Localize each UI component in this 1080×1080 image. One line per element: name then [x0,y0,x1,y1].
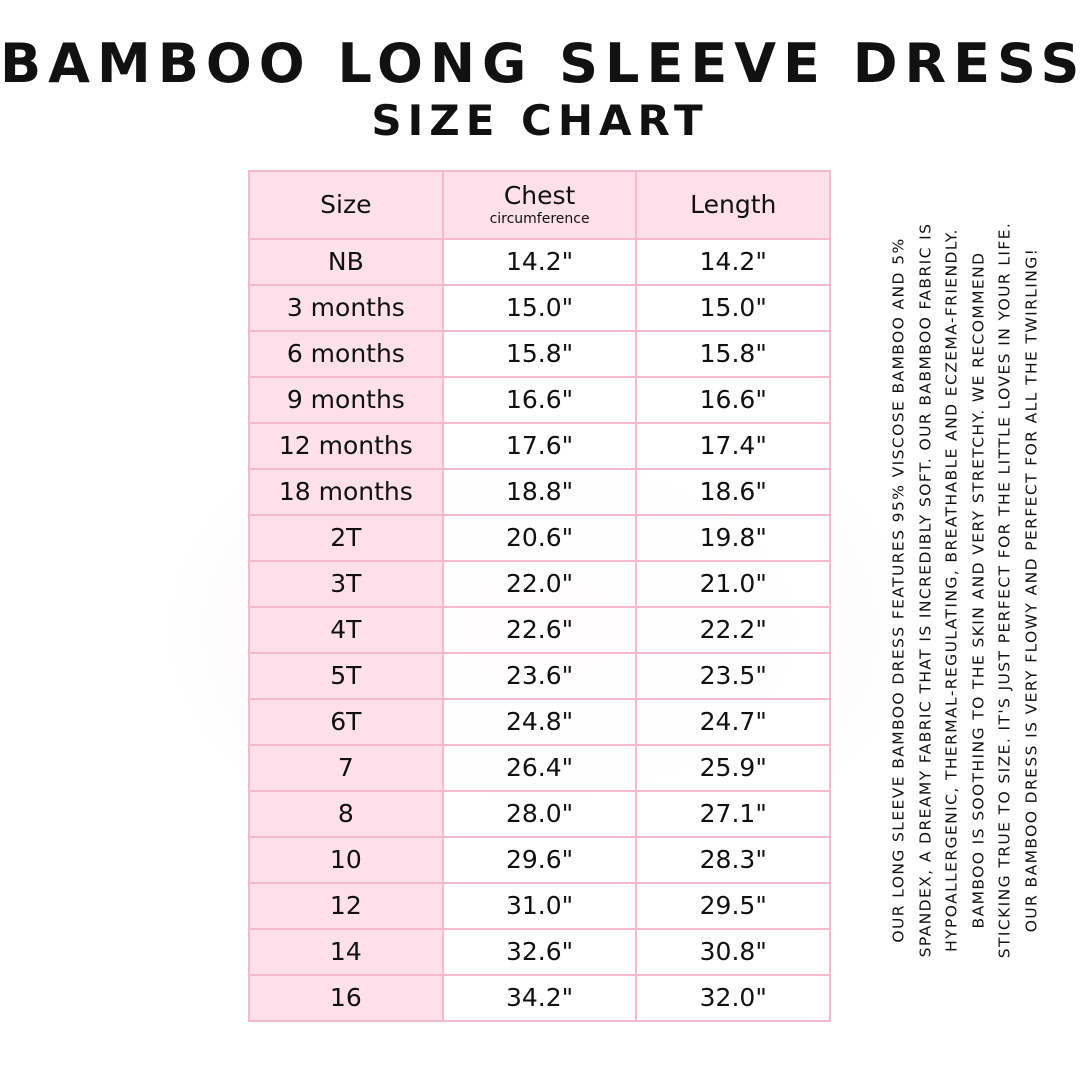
cell-chest: 17.6" [441,422,638,470]
cell-chest: 15.8" [441,330,638,378]
description-line: BAMBOO IS SOOTHING TO THE SKIN AND VERY … [969,251,987,929]
cell-length: 19.8" [635,514,831,562]
cell-size: NB [248,238,444,286]
cell-size: 6 months [248,330,444,378]
table-row: 16 34.2" 32.0" [248,974,831,1022]
table-row: 3T 22.0" 21.0" [248,560,831,608]
cell-chest: 22.6" [441,606,638,654]
cell-length: 16.6" [635,376,831,424]
cell-chest: 26.4" [441,744,638,792]
cell-chest: 31.0" [441,882,638,930]
cell-length: 15.0" [635,284,831,332]
table-row: 18 months 18.8" 18.6" [248,468,831,516]
cell-size: 6T [248,698,444,746]
cell-chest: 16.6" [441,376,638,424]
cell-length: 14.2" [635,238,831,286]
cell-length: 15.8" [635,330,831,378]
page-title: BAMBOO LONG SLEEVE DRESS [0,32,1080,95]
table-row: 6 months 15.8" 15.8" [248,330,831,378]
cell-length: 22.2" [635,606,831,654]
table-row: 2T 20.6" 19.8" [248,514,831,562]
cell-chest: 32.6" [441,928,638,976]
cell-length: 32.0" [635,974,831,1022]
cell-length: 24.7" [635,698,831,746]
cell-chest: 22.0" [441,560,638,608]
description-line: OUR BAMBOO DRESS IS VERY FLOWY AND PERFE… [1022,247,1040,933]
description-line: OUR LONG SLEEVE BAMBOO DRESS FEATURES 95… [889,237,908,943]
cell-length: 21.0" [635,560,831,608]
table-row: 10 29.6" 28.3" [248,836,831,884]
description-line: HYPOALLERGENIC, THERMAL-REGULATING, BREA… [942,228,961,952]
cell-size: 12 months [248,422,444,470]
table-row: 12 months 17.6" 17.4" [248,422,831,470]
cell-size: 9 months [248,376,444,424]
cell-chest: 23.6" [441,652,638,700]
cell-size: 7 [248,744,444,792]
cell-length: 25.9" [635,744,831,792]
cell-size: 10 [248,836,444,884]
cell-chest: 18.8" [441,468,638,516]
cell-chest: 34.2" [441,974,638,1022]
table-row: 4T 22.6" 22.2" [248,606,831,654]
cell-size: 16 [248,974,444,1022]
header-length: Length [635,170,831,240]
cell-length: 17.4" [635,422,831,470]
table-header-row: Size Chest circumference Length [248,170,831,240]
table-row: 9 months 16.6" 16.6" [248,376,831,424]
table-row: 3 months 15.0" 15.0" [248,284,831,332]
cell-chest: 20.6" [441,514,638,562]
cell-size: 5T [248,652,444,700]
cell-chest: 24.8" [441,698,638,746]
product-description: OUR LONG SLEEVE BAMBOO DRESS FEATURES 95… [886,140,1045,1040]
cell-chest: 29.6" [441,836,638,884]
cell-length: 18.6" [635,468,831,516]
description-line: SPANDEX, A DREAMY FABRIC THAT IS INCREDI… [916,222,934,958]
table-row: NB 14.2" 14.2" [248,238,831,286]
cell-size: 8 [248,790,444,838]
cell-chest: 15.0" [441,284,638,332]
header-size: Size [248,170,444,240]
cell-length: 29.5" [635,882,831,930]
header-chest: Chest circumference [441,170,638,240]
cell-length: 30.8" [635,928,831,976]
table-row: 5T 23.6" 23.5" [248,652,831,700]
size-chart-table: Size Chest circumference Length NB 14.2" 14… [248,170,831,1022]
cell-size: 12 [248,882,444,930]
cell-chest: 14.2" [441,238,638,286]
cell-size: 2T [248,514,444,562]
cell-chest: 28.0" [441,790,638,838]
cell-size: 3 months [248,284,444,332]
page-subtitle: SIZE CHART [371,96,709,145]
table-row: 7 26.4" 25.9" [248,744,831,792]
cell-length: 23.5" [635,652,831,700]
cell-size: 4T [248,606,444,654]
cell-length: 28.3" [635,836,831,884]
header-chest-label: Chest [503,181,576,210]
cell-size: 14 [248,928,444,976]
description-line: STICKING TRUE TO SIZE. IT'S JUST PERFECT… [995,221,1014,959]
table-row: 12 31.0" 29.5" [248,882,831,930]
table-row: 6T 24.8" 24.7" [248,698,831,746]
cell-size: 18 months [248,468,444,516]
table-row: 8 28.0" 27.1" [248,790,831,838]
cell-size: 3T [248,560,444,608]
header-chest-sub: circumference [489,211,590,227]
cell-length: 27.1" [635,790,831,838]
table-row: 14 32.6" 30.8" [248,928,831,976]
